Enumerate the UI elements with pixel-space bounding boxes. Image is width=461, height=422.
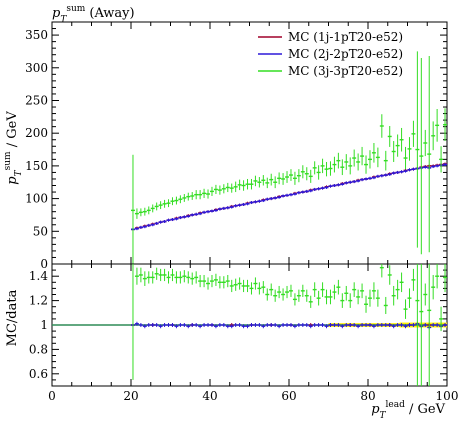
title-suffix: (Away) <box>85 6 134 21</box>
top-ylabel-sup: sum <box>3 151 13 170</box>
main-y-tick-label: 150 <box>25 159 48 173</box>
ratio-y-tick-label: 1.2 <box>29 294 48 308</box>
legend-label-3: MC (3j-3pT20-e52) <box>288 64 403 78</box>
legend: MC (1j-1pT20-e52) MC (2j-2pT20-e52) MC (3j… <box>258 30 403 78</box>
xlabel-sup: lead <box>386 400 406 410</box>
title-sub: T <box>60 15 67 25</box>
x-tick-label: 40 <box>202 389 217 403</box>
main-y-tick-label: 0 <box>40 257 48 271</box>
ratio-y-tick-label: 1.4 <box>29 269 48 283</box>
legend-label-1: MC (1j-1pT20-e52) <box>288 30 403 44</box>
legend-label-2: MC (2j-2pT20-e52) <box>288 47 403 61</box>
x-axis-title: pTlead / GeV <box>371 400 445 421</box>
chart-title: pTsum (Away) <box>52 4 135 25</box>
main-y-tick-label: 200 <box>25 126 48 140</box>
ratio-y-tick-label: 0.6 <box>29 367 48 381</box>
ratio-series-3 <box>132 264 447 386</box>
x-tick-label: 20 <box>123 389 138 403</box>
x-tick-label: 0 <box>48 389 56 403</box>
top-ylabel-sub: T <box>14 169 24 176</box>
main-y-tick-label: 250 <box>25 93 48 107</box>
main-y-tick-label: 350 <box>25 28 48 42</box>
ratio-panel: 0 20 40 60 80 100 0.6 0.8 1 1.2 1.4 <box>29 263 459 403</box>
top-ylabel-suffix: / GeV <box>5 111 20 152</box>
main-series-3 <box>131 51 447 264</box>
x-tick-label: 60 <box>281 389 296 403</box>
xlabel-suffix: / GeV <box>405 402 446 417</box>
top-y-axis-title: pTsum / GeV <box>3 111 24 185</box>
x-tick-label: 100 <box>436 389 459 403</box>
title-var: p <box>52 6 61 21</box>
ratio-y-tick-label: 0.8 <box>29 342 48 356</box>
main-panel: 0 50 100 150 200 250 300 350 <box>25 21 448 271</box>
main-y-tick-label: 300 <box>25 61 48 75</box>
title-sup: sum <box>66 4 85 14</box>
main-y-tick-label: 50 <box>33 224 48 238</box>
xlabel-sub: T <box>380 411 387 421</box>
ratio-y-axis-title: MC/data <box>5 289 20 346</box>
xlabel-var: p <box>371 402 380 417</box>
ratio-y-tick-label: 1 <box>40 318 48 332</box>
main-series-2 <box>131 163 447 231</box>
top-ylabel-var: p <box>5 176 20 185</box>
x-tick-label: 80 <box>360 389 375 403</box>
main-y-tick-label: 100 <box>25 192 48 206</box>
